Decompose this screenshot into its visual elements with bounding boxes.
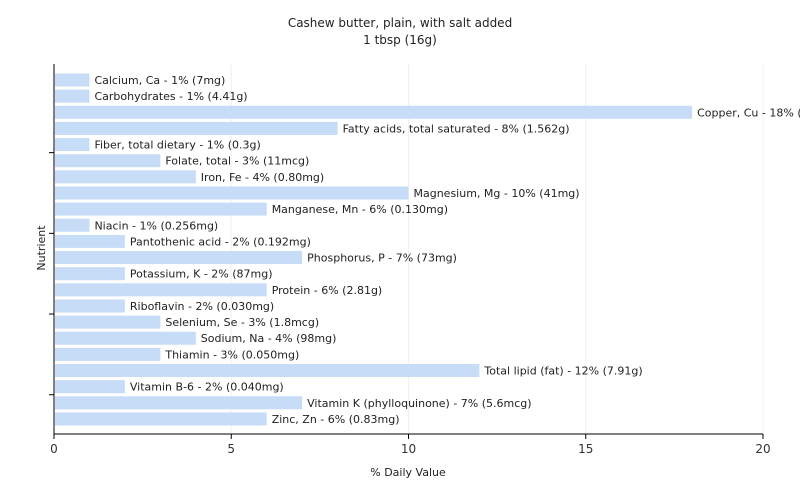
bar-21 xyxy=(55,412,267,426)
bar-label-19: Vitamin B-6 - 2% (0.040mg) xyxy=(130,381,284,394)
bar-label-1: Carbohydrates - 1% (4.41g) xyxy=(94,90,247,103)
bar-label-7: Magnesium, Mg - 10% (41mg) xyxy=(414,187,580,200)
chart-title: Cashew butter, plain, with salt added xyxy=(288,16,512,30)
bar-14 xyxy=(55,299,125,313)
bar-label-5: Folate, total - 3% (11mcg) xyxy=(165,155,309,168)
bar-18 xyxy=(55,364,480,378)
bar-12 xyxy=(55,267,125,281)
bar-label-16: Sodium, Na - 4% (98mg) xyxy=(201,332,337,345)
bar-label-3: Fatty acids, total saturated - 8% (1.562… xyxy=(343,122,570,135)
x-tick-label-4: 20 xyxy=(755,442,770,456)
bar-label-10: Pantothenic acid - 2% (0.192mg) xyxy=(130,235,311,248)
bar-label-12: Potassium, K - 2% (87mg) xyxy=(130,268,273,281)
bar-label-15: Selenium, Se - 3% (1.8mcg) xyxy=(165,316,319,329)
bar-label-13: Protein - 6% (2.81g) xyxy=(272,284,383,297)
bar-label-14: Riboflavin - 2% (0.030mg) xyxy=(130,300,274,313)
bar-label-0: Calcium, Ca - 1% (7mg) xyxy=(94,74,225,87)
bar-20 xyxy=(55,396,303,410)
bar-15 xyxy=(55,315,161,329)
y-axis-title: Nutrient xyxy=(35,225,48,271)
bar-label-6: Iron, Fe - 4% (0.80mg) xyxy=(201,171,324,184)
bar-13 xyxy=(55,283,267,297)
grid-layer xyxy=(230,64,764,434)
bar-16 xyxy=(55,331,196,345)
bar-10 xyxy=(55,234,125,248)
bar-8 xyxy=(55,202,267,216)
bar-label-9: Niacin - 1% (0.256mg) xyxy=(94,219,218,232)
bar-9 xyxy=(55,218,90,232)
bar-0 xyxy=(55,73,90,87)
x-tick-label-0: 0 xyxy=(50,442,58,456)
axis-layer: 0 5 10 15 20 xyxy=(49,64,771,456)
x-tick-label-1: 5 xyxy=(227,442,235,456)
bar-6 xyxy=(55,170,196,184)
bar-layer xyxy=(55,73,693,426)
bar-label-20: Vitamin K (phylloquinone) - 7% (5.6mcg) xyxy=(307,397,531,410)
bar-7 xyxy=(55,186,409,200)
bar-4 xyxy=(55,138,90,152)
bar-1 xyxy=(55,89,90,103)
chart-subtitle: 1 tbsp (16g) xyxy=(363,33,437,47)
x-axis-title: % Daily Value xyxy=(370,466,446,479)
bar-label-17: Thiamin - 3% (0.050mg) xyxy=(164,348,299,361)
bar-19 xyxy=(55,380,125,394)
bar-label-21: Zinc, Zn - 6% (0.83mg) xyxy=(272,413,400,426)
x-tick-label-3: 15 xyxy=(578,442,593,456)
bar-5 xyxy=(55,154,161,168)
bar-label-8: Manganese, Mn - 6% (0.130mg) xyxy=(272,203,448,216)
bar-label-18: Total lipid (fat) - 12% (7.91g) xyxy=(483,365,642,378)
bar-2 xyxy=(55,105,693,119)
bar-label-2: Copper, Cu - 18% (0.350mg) xyxy=(697,106,800,119)
label-layer: Calcium, Ca - 1% (7mg) Carbohydrates - 1%… xyxy=(94,74,800,426)
bar-11 xyxy=(55,251,303,265)
bar-label-11: Phosphorus, P - 7% (73mg) xyxy=(307,252,457,265)
x-tick-label-2: 10 xyxy=(401,442,416,456)
bar-label-4: Fiber, total dietary - 1% (0.3g) xyxy=(94,139,260,152)
bar-3 xyxy=(55,121,338,135)
bar-17 xyxy=(55,347,161,361)
